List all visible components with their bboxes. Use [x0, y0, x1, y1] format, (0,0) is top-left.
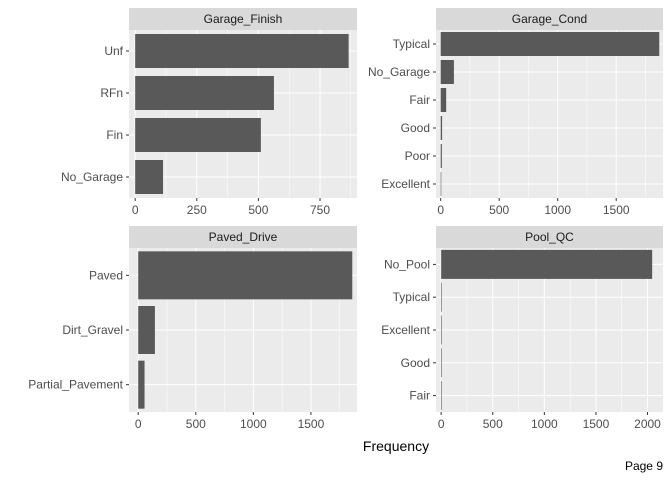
panel-background	[436, 30, 663, 198]
x-tick-label: 1500	[298, 417, 325, 431]
y-tick-label: Paved	[89, 268, 123, 282]
x-tick-label: 1000	[240, 417, 267, 431]
facet-strip	[129, 226, 357, 248]
x-tick-label: 1000	[544, 203, 571, 217]
x-tick-label: 2000	[634, 417, 661, 431]
x-tick-label: 250	[187, 203, 207, 217]
bar-fair	[440, 88, 447, 112]
page-number: Page 9	[624, 459, 663, 473]
facet-title: Garage_Finish	[204, 12, 283, 26]
y-tick-label: No_Garage	[61, 170, 123, 184]
y-tick-label: RFn	[100, 86, 123, 100]
y-tick-label: No_Garage	[368, 65, 430, 79]
y-tick-label: Fair	[409, 93, 430, 107]
facet-strip	[436, 8, 663, 30]
bar-no-garage	[135, 160, 164, 194]
bar-typical	[441, 282, 442, 312]
y-tick-label: Typical	[393, 37, 430, 51]
facet-title: Pool_QC	[525, 230, 574, 244]
bar-rfn	[135, 76, 274, 110]
bar-good	[441, 348, 442, 378]
bar-no-pool	[441, 249, 653, 279]
x-tick-label: 1500	[583, 417, 610, 431]
y-tick-label: No_Pool	[384, 257, 430, 271]
facet-garage-cond: Garage_Cond Typical No_Garage Fair Good Poor E…	[368, 8, 663, 217]
x-tick-label: 0	[437, 203, 444, 217]
facet-strip	[129, 8, 357, 30]
y-tick-label: Excellent	[381, 323, 430, 337]
bar-excellent	[441, 315, 442, 345]
x-tick-label: 0	[135, 417, 142, 431]
bar-fair	[441, 381, 442, 411]
x-tick-label: 0	[438, 417, 445, 431]
y-tick-label: Poor	[405, 149, 430, 163]
y-tick-label: Good	[401, 356, 430, 370]
y-tick-label: Excellent	[381, 177, 430, 191]
bar-typical	[440, 32, 660, 56]
y-tick-label: Good	[401, 121, 430, 135]
bar-no-garage	[440, 60, 454, 84]
facet-title: Paved_Drive	[209, 230, 278, 244]
facet-paved-drive: Paved_Drive Paved Dirt_Gravel Partial_Pavem…	[28, 226, 357, 431]
x-tick-label: 500	[489, 203, 509, 217]
bar-good	[440, 116, 443, 140]
bar-dirt-gravel	[138, 306, 155, 354]
x-axis-title: Frequency	[363, 438, 429, 454]
bar-fin	[135, 118, 261, 152]
facet-pool-qc: Pool_QC No_Pool Typical Excellent Good Fair 0 5…	[381, 226, 663, 431]
x-tick-label: 1000	[531, 417, 558, 431]
x-tick-label: 1500	[603, 203, 630, 217]
x-tick-label: 750	[310, 203, 330, 217]
y-tick-label: Partial_Pavement	[28, 378, 123, 392]
y-tick-label: Dirt_Gravel	[62, 323, 123, 337]
x-tick-label: 500	[248, 203, 268, 217]
x-tick-label: 500	[483, 417, 503, 431]
y-tick-label: Typical	[393, 290, 430, 304]
bar-partial-pavement	[138, 360, 145, 409]
facet-garage-finish: Garage_Finish Unf RFn Fin No_Garage 0 250 500 75…	[61, 8, 357, 217]
facet-strip	[436, 226, 663, 248]
bar-paved	[138, 251, 353, 300]
facet-panels: Garage_Finish Unf RFn Fin No_Garage 0 250 500 75…	[28, 8, 663, 431]
x-tick-label: 0	[132, 203, 139, 217]
bar-unf	[135, 34, 349, 68]
bar-excellent	[440, 172, 442, 196]
y-tick-label: Fin	[106, 128, 123, 142]
y-tick-label: Unf	[104, 44, 123, 58]
y-tick-label: Fair	[409, 389, 430, 403]
facet-title: Garage_Cond	[512, 12, 587, 26]
bar-poor	[440, 144, 442, 168]
x-tick-label: 500	[186, 417, 206, 431]
